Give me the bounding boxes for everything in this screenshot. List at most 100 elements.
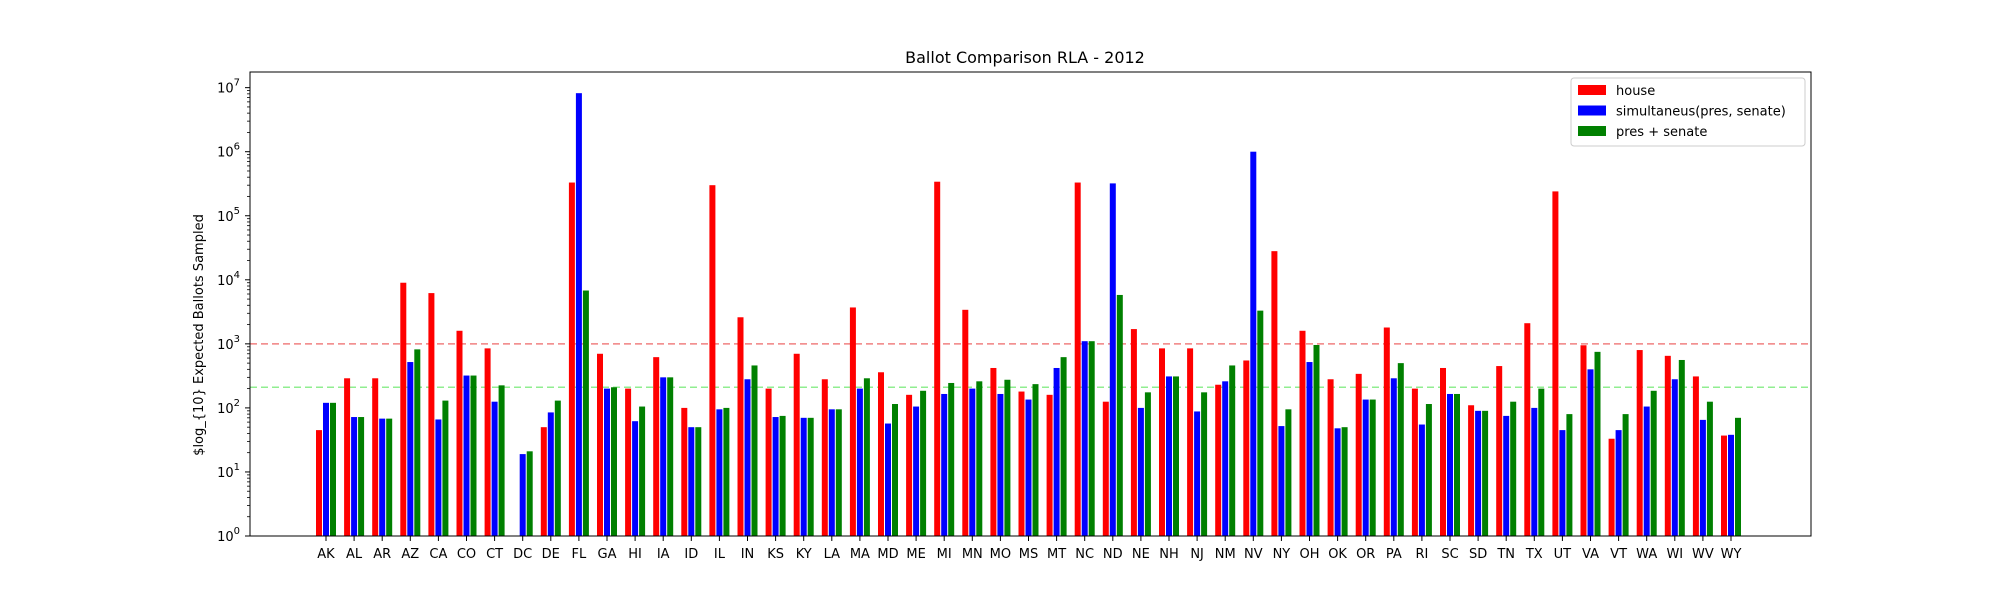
legend: house simultaneus(pres, senate) pres + sen… xyxy=(1570,77,1806,147)
simultaneous-bar-tx xyxy=(1531,407,1538,536)
x-tick-label-dc: DC xyxy=(513,547,532,562)
house-bar-tn xyxy=(1496,366,1503,536)
pres-senate-bar-in xyxy=(751,365,758,536)
pres-senate-bar-or xyxy=(1369,399,1376,536)
house-bar-ak xyxy=(316,430,322,536)
pres-senate-bar-ms xyxy=(1032,384,1039,536)
x-tick-label-me: ME xyxy=(906,547,925,562)
pres-senate-bar-ct xyxy=(498,385,505,536)
house-bar-ks xyxy=(765,388,772,536)
y-tick-label: 100 xyxy=(217,526,240,545)
x-tick-label-hi: HI xyxy=(628,547,642,562)
pres-senate-bar-de xyxy=(554,400,561,536)
x-tick-label-wv: WV xyxy=(1692,547,1714,562)
simultaneous-bar-ne xyxy=(1137,407,1144,536)
house-bar-or xyxy=(1355,373,1362,536)
x-tick-label-az: AZ xyxy=(401,547,419,562)
x-tick-label-mi: MI xyxy=(937,547,952,562)
pres-senate-bar-sd xyxy=(1482,410,1489,536)
x-tick-label-mt: MT xyxy=(1047,547,1066,562)
y-tick-label: 103 xyxy=(217,334,240,353)
house-bar-id xyxy=(681,407,688,536)
house-bar-ma xyxy=(849,307,856,536)
x-tick-label-nv: NV xyxy=(1244,547,1263,562)
house-bar-mo xyxy=(990,367,997,536)
simultaneous-bar-wy xyxy=(1728,434,1734,536)
house-bar-vt xyxy=(1608,438,1615,536)
simultaneous-bar-al xyxy=(351,417,358,536)
y-tick-label: 104 xyxy=(217,270,240,289)
house-bar-ne xyxy=(1130,329,1137,536)
house-bar-az xyxy=(400,282,407,536)
x-tick-label-il: IL xyxy=(714,547,726,562)
simultaneous-bar-me xyxy=(913,406,920,536)
pres-senate-bar-me xyxy=(920,390,927,536)
house-bar-nc xyxy=(1074,182,1081,536)
simultaneous-bar-nj xyxy=(1194,411,1201,536)
x-tick-label-nh: NH xyxy=(1159,547,1179,562)
pres-senate-bar-sc xyxy=(1454,393,1460,536)
x-tick-label-ak: AK xyxy=(317,547,335,562)
simultaneous-bar-sc xyxy=(1447,393,1453,536)
x-tick-label-ar: AR xyxy=(373,547,391,562)
pres-senate-bar-mi xyxy=(948,382,955,536)
x-tick-label-in: IN xyxy=(741,547,755,562)
bars xyxy=(316,93,1741,537)
x-tick-label-ca: CA xyxy=(429,547,447,562)
x-tick-label-wa: WA xyxy=(1636,547,1657,562)
pres-senate-bar-ga xyxy=(611,387,617,536)
house-bar-mt xyxy=(1046,394,1053,536)
x-tick-label-tn: TN xyxy=(1496,547,1515,562)
simultaneous-bar-nm xyxy=(1222,381,1229,536)
simultaneous-bar-ut xyxy=(1559,430,1566,536)
simultaneous-bar-wi xyxy=(1671,379,1678,536)
pres-senate-bar-nj xyxy=(1201,392,1208,536)
pres-senate-bar-al xyxy=(358,417,365,536)
x-tick-label-la: LA xyxy=(824,547,841,562)
house-bar-md xyxy=(878,372,884,536)
pres-senate-bar-la xyxy=(835,409,842,536)
simultaneous-bar-de xyxy=(547,412,554,536)
simultaneous-bar-ks xyxy=(772,417,779,536)
x-tick-label-wi: WI xyxy=(1666,547,1683,562)
house-bar-in xyxy=(737,317,744,536)
x-tick-label-de: DE xyxy=(542,547,560,562)
house-bar-wy xyxy=(1721,435,1727,536)
simultaneous-bar-az xyxy=(407,362,414,536)
house-bar-il xyxy=(709,185,716,537)
y-tick-label: 102 xyxy=(217,398,240,417)
simultaneous-bar-mn xyxy=(969,388,976,536)
pres-senate-bar-hi xyxy=(639,406,646,536)
x-tick-label-ks: KS xyxy=(767,547,784,562)
simultaneous-bar-vt xyxy=(1615,430,1622,536)
legend-swatch-1 xyxy=(1578,85,1606,95)
y-axis-label: $log_{10} Expected Ballots Sampled xyxy=(192,214,207,456)
simultaneous-bar-ok xyxy=(1334,428,1341,536)
house-bar-de xyxy=(540,427,547,536)
pres-senate-bar-ia xyxy=(667,377,674,536)
x-tick-label-sc: SC xyxy=(1441,547,1458,562)
simultaneous-bar-wa xyxy=(1643,406,1650,536)
y-tick-label: 106 xyxy=(217,142,240,161)
simultaneous-bar-nd xyxy=(1109,183,1116,536)
house-bar-nj xyxy=(1187,348,1194,536)
simultaneous-bar-or xyxy=(1362,399,1369,536)
pres-senate-bar-ky xyxy=(807,417,814,536)
simultaneous-bar-mo xyxy=(997,393,1004,536)
pres-senate-bar-nv xyxy=(1257,310,1264,536)
x-tick-label-nd: ND xyxy=(1103,547,1123,562)
simultaneous-bar-ia xyxy=(660,377,667,536)
house-bar-ct xyxy=(484,348,491,536)
pres-senate-bar-mn xyxy=(976,381,983,536)
house-bar-ok xyxy=(1327,379,1334,536)
simultaneous-bar-ga xyxy=(604,388,610,536)
simultaneous-bar-mt xyxy=(1053,367,1060,536)
house-bar-ri xyxy=(1411,388,1418,536)
x-tick-label-ne: NE xyxy=(1132,547,1150,562)
simultaneous-bar-dc xyxy=(519,454,526,536)
house-bar-ia xyxy=(653,357,660,536)
house-bar-me xyxy=(906,394,913,536)
legend-label-3: pres + senate xyxy=(1616,125,1707,140)
simultaneous-bar-ct xyxy=(491,401,498,536)
